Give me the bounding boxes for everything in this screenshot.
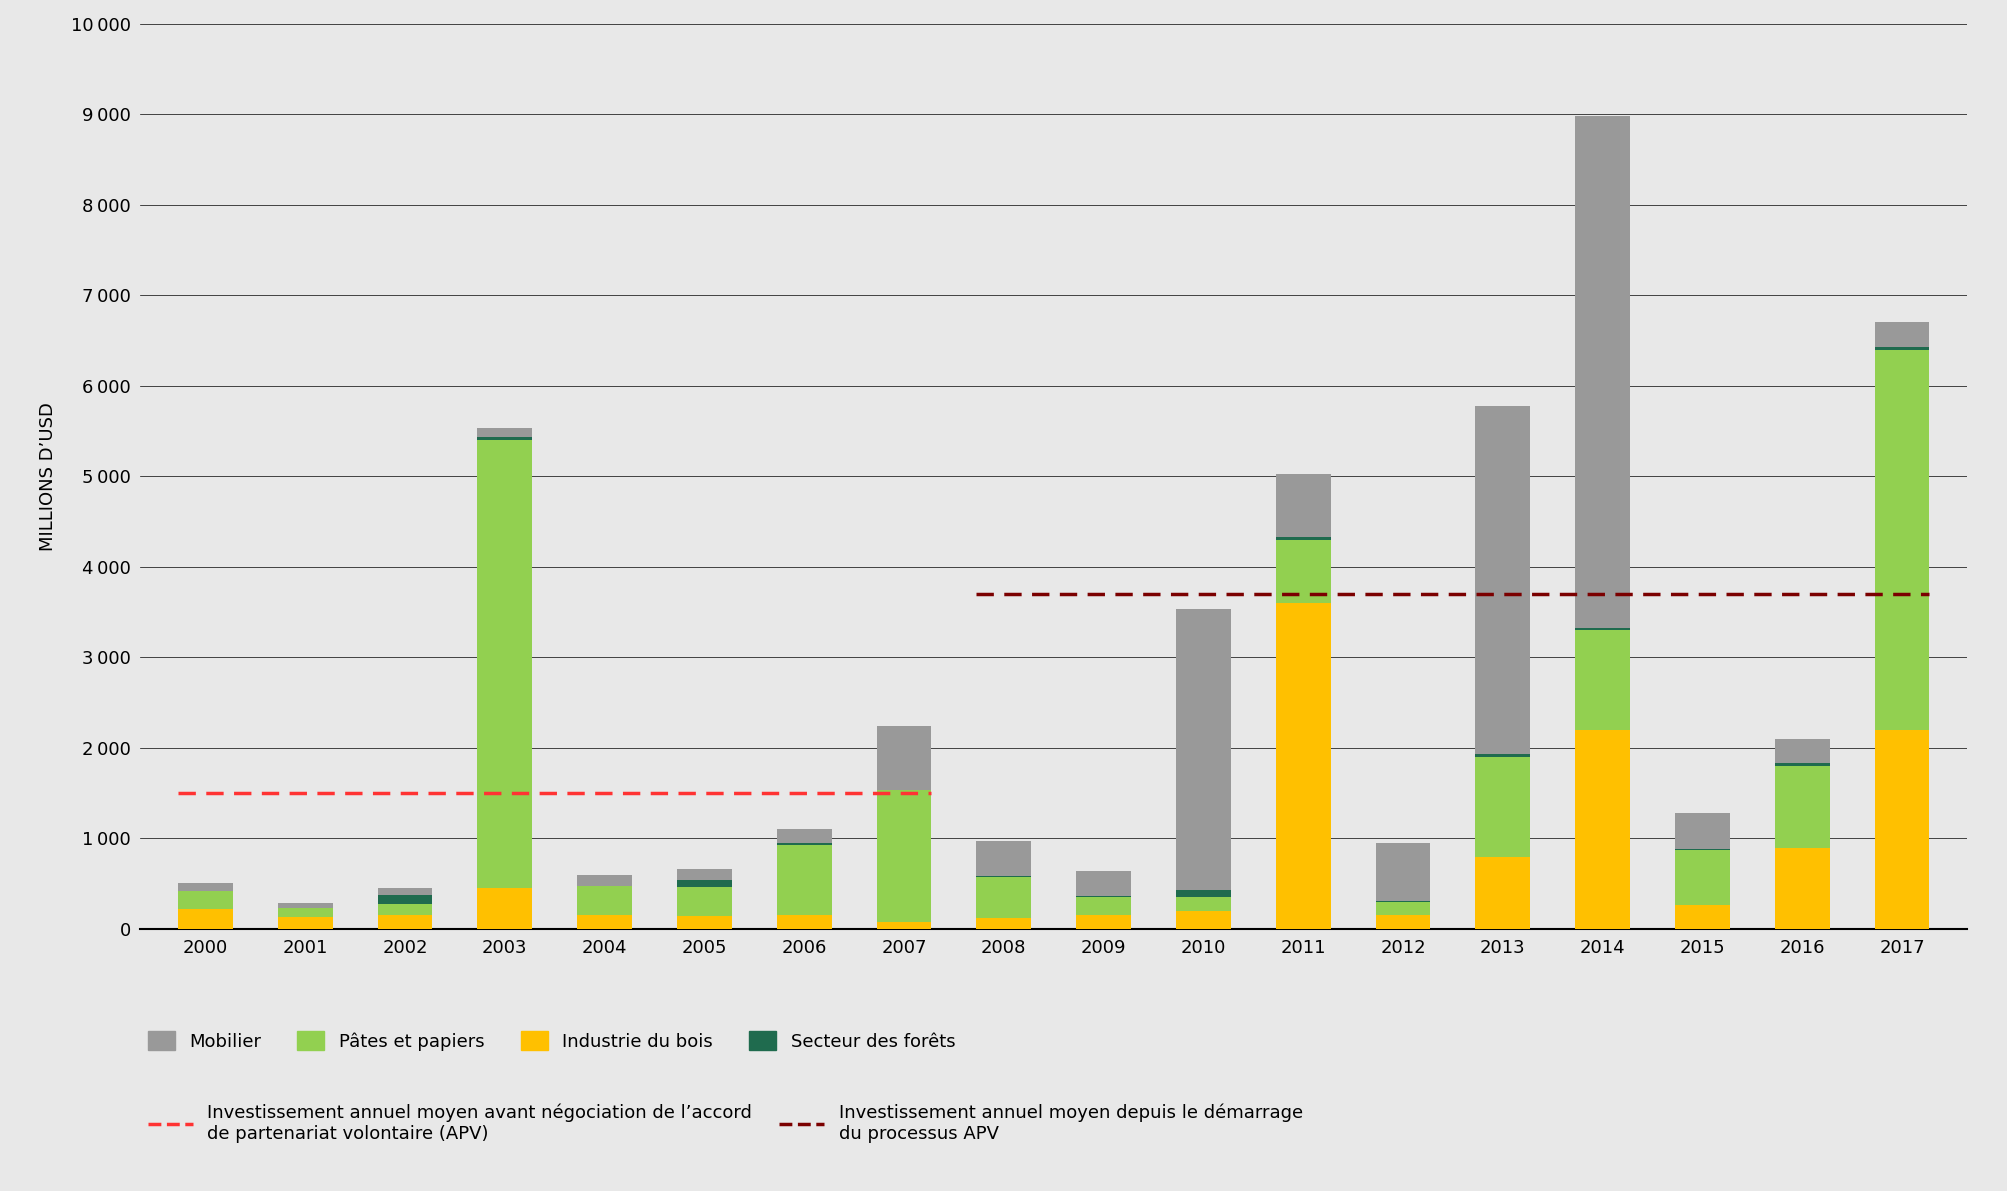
Bar xyxy=(1375,902,1431,916)
Bar xyxy=(777,916,831,929)
Bar xyxy=(1276,474,1331,537)
Bar xyxy=(877,922,931,929)
Bar xyxy=(1076,897,1132,916)
Bar xyxy=(1176,890,1230,897)
Bar xyxy=(676,880,733,887)
Bar xyxy=(578,874,632,886)
Bar xyxy=(578,886,632,916)
Bar xyxy=(377,904,432,916)
Bar xyxy=(1676,812,1730,849)
Bar xyxy=(478,888,532,929)
Bar xyxy=(1774,766,1830,848)
Bar xyxy=(1176,911,1230,929)
Bar xyxy=(377,896,432,904)
Legend: Investissement annuel moyen avant négociation de l’accord
de partenariat volonta: Investissement annuel moyen avant négoci… xyxy=(140,1097,1311,1151)
Bar xyxy=(676,869,733,880)
Bar xyxy=(777,843,831,844)
Bar xyxy=(676,916,733,929)
Bar xyxy=(377,916,432,929)
Bar xyxy=(1676,904,1730,929)
Y-axis label: MILLIONS D’USD: MILLIONS D’USD xyxy=(38,403,56,550)
Bar xyxy=(478,441,532,888)
Bar xyxy=(1575,628,1630,630)
Bar xyxy=(1575,630,1630,730)
Bar xyxy=(877,791,931,922)
Bar xyxy=(478,437,532,441)
Bar xyxy=(975,841,1032,877)
Bar xyxy=(1774,763,1830,766)
Bar xyxy=(1676,849,1730,850)
Bar xyxy=(1276,603,1331,929)
Bar xyxy=(975,918,1032,929)
Bar xyxy=(1475,757,1529,856)
Bar xyxy=(1176,610,1230,890)
Bar xyxy=(179,909,233,929)
Bar xyxy=(1875,322,1929,347)
Bar xyxy=(1475,754,1529,757)
Bar xyxy=(1676,850,1730,904)
Bar xyxy=(1875,350,1929,730)
Bar xyxy=(478,428,532,437)
Bar xyxy=(1375,843,1431,900)
Bar xyxy=(1375,916,1431,929)
Bar xyxy=(777,829,831,843)
Bar xyxy=(1276,537,1331,540)
Bar xyxy=(1875,347,1929,350)
Bar xyxy=(1774,738,1830,763)
Bar xyxy=(676,887,733,916)
Bar xyxy=(179,891,233,909)
Bar xyxy=(1475,406,1529,754)
Bar xyxy=(1276,540,1331,603)
Bar xyxy=(377,888,432,896)
Bar xyxy=(877,727,931,790)
Bar xyxy=(1575,730,1630,929)
Bar xyxy=(277,917,333,929)
Bar xyxy=(1076,871,1132,897)
Bar xyxy=(1076,916,1132,929)
Bar xyxy=(277,909,333,917)
Bar xyxy=(1875,730,1929,929)
Bar xyxy=(578,916,632,929)
Bar xyxy=(975,878,1032,918)
Bar xyxy=(1475,856,1529,929)
Bar xyxy=(1774,848,1830,929)
Bar xyxy=(1176,897,1230,911)
Bar xyxy=(1575,117,1630,628)
Bar xyxy=(277,903,333,908)
Bar xyxy=(777,844,831,916)
Bar xyxy=(179,884,233,891)
